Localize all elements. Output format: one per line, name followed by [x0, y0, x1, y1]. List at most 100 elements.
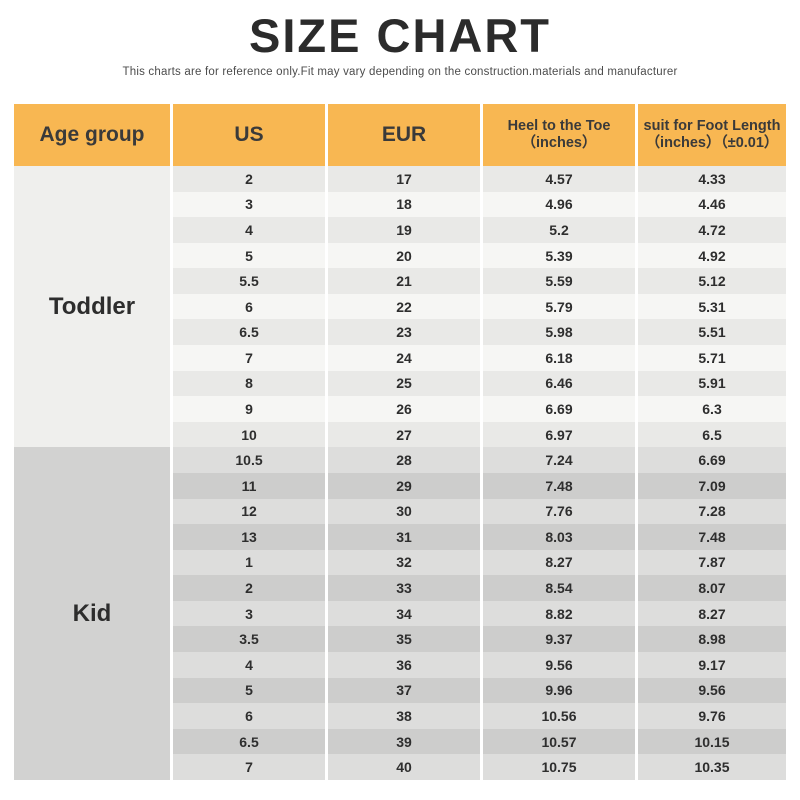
table-cell: 3: [173, 600, 325, 627]
table-cell: 31: [328, 524, 480, 550]
table-cell: 7.24: [483, 447, 635, 473]
table-cell: 29: [328, 472, 480, 499]
table-cell: 5.39: [483, 242, 635, 269]
table-cell: 30: [328, 498, 480, 525]
table-cell: 5.91: [638, 370, 786, 397]
table-cell: 5: [173, 242, 325, 269]
header-label: EUR: [381, 123, 427, 147]
table-cell: 6.3: [638, 396, 786, 422]
table-cell: 5.12: [638, 268, 786, 294]
table-cell: 7.76: [483, 498, 635, 525]
table-cell: 4: [173, 651, 325, 678]
table-cell: 9.56: [483, 651, 635, 678]
table-cell: 9.37: [483, 626, 635, 652]
table-cell: 18: [328, 191, 480, 218]
header-heel-to-toe: Heel to the Toe （inches）: [483, 104, 635, 166]
table-cell: 5.98: [483, 319, 635, 346]
table-cell: 19: [328, 217, 480, 243]
table-cell: 10.35: [638, 754, 786, 780]
table-cell: 32: [328, 549, 480, 576]
table-cell: 35: [328, 626, 480, 652]
table-cell: 7.87: [638, 549, 786, 576]
header-us: US: [173, 104, 325, 166]
table-cell: 7.28: [638, 498, 786, 525]
table-cell: 8.82: [483, 600, 635, 627]
table-cell: 5.71: [638, 345, 786, 371]
table-cell: 6.69: [483, 396, 635, 422]
table-cell: 5.2: [483, 217, 635, 243]
table-cell: 38: [328, 703, 480, 729]
table-cell: 4.72: [638, 217, 786, 243]
header-sublabel: （inches）（±0.01）: [645, 135, 779, 151]
table-cell: 3.5: [173, 626, 325, 652]
table-cell: 21: [328, 268, 480, 294]
table-cell: 8: [173, 370, 325, 397]
table-cell: 23: [328, 319, 480, 346]
table-cell: 10.75: [483, 754, 635, 780]
table-cell: 7: [173, 754, 325, 780]
table-cell: 2: [173, 166, 325, 192]
table-cell: 28: [328, 447, 480, 473]
table-cell: 9.56: [638, 677, 786, 704]
table-cell: 12: [173, 498, 325, 525]
table-cell: 1: [173, 549, 325, 576]
table-cell: 5.5: [173, 268, 325, 294]
table-cell: 6.97: [483, 421, 635, 448]
table-cell: 6.5: [173, 728, 325, 755]
table-cell: 6.46: [483, 370, 635, 397]
page-title: SIZE CHART: [249, 9, 551, 62]
table-cell: 5.79: [483, 293, 635, 320]
header-label: Age group: [39, 123, 145, 147]
table-cell: 4.33: [638, 166, 786, 192]
table-cell: 7.48: [483, 472, 635, 499]
table-cell: 9.96: [483, 677, 635, 704]
size-chart-table: Age group US EUR Heel to the Toe （inches…: [14, 104, 786, 780]
table-cell: 8.07: [638, 575, 786, 601]
table-cell: 10.15: [638, 728, 786, 755]
header-label: Heel to the Toe: [507, 117, 611, 134]
table-cell: 22: [328, 293, 480, 320]
age-group-toddler: Toddler: [14, 166, 170, 448]
header-label: suit for Foot Length: [643, 117, 781, 134]
table-cell: 3: [173, 191, 325, 218]
table-cell: 10: [173, 421, 325, 448]
table-cell: 4.92: [638, 242, 786, 269]
table-cell: 20: [328, 242, 480, 269]
table-cell: 9.76: [638, 703, 786, 729]
table-cell: 4.57: [483, 166, 635, 192]
header-sublabel: （inches）: [521, 135, 597, 151]
table-cell: 5.59: [483, 268, 635, 294]
table-cell: 37: [328, 677, 480, 704]
age-group-kid: Kid: [14, 447, 170, 780]
header-foot-length: suit for Foot Length （inches）（±0.01）: [638, 104, 786, 166]
table-cell: 6.5: [173, 319, 325, 346]
table-cell: 7: [173, 345, 325, 371]
table-cell: 10.5: [173, 447, 325, 473]
table-cell: 26: [328, 396, 480, 422]
table-cell: 5: [173, 677, 325, 704]
table-cell: 8.54: [483, 575, 635, 601]
table-cell: 6.5: [638, 421, 786, 448]
header-eur: EUR: [328, 104, 480, 166]
table-cell: 9: [173, 396, 325, 422]
table-cell: 5.31: [638, 293, 786, 320]
table-cell: 10.57: [483, 728, 635, 755]
table-cell: 39: [328, 728, 480, 755]
table-cell: 8.98: [638, 626, 786, 652]
table-cell: 36: [328, 651, 480, 678]
table-cell: 17: [328, 166, 480, 192]
table-cell: 34: [328, 600, 480, 627]
table-cell: 13: [173, 524, 325, 550]
table-cell: 40: [328, 754, 480, 780]
table-cell: 8.03: [483, 524, 635, 550]
table-cell: 7.09: [638, 472, 786, 499]
page-subtitle: This charts are for reference only.Fit m…: [122, 66, 678, 78]
table-cell: 33: [328, 575, 480, 601]
table-cell: 10.56: [483, 703, 635, 729]
table-cell: 9.17: [638, 651, 786, 678]
header-label: US: [234, 123, 264, 147]
table-cell: 25: [328, 370, 480, 397]
table-cell: 6.18: [483, 345, 635, 371]
table-cell: 6: [173, 293, 325, 320]
